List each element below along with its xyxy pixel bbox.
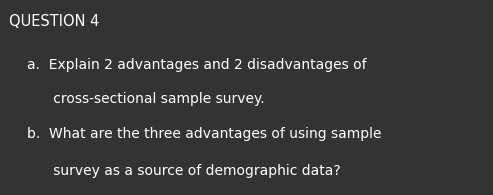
Text: QUESTION 4: QUESTION 4 bbox=[9, 14, 99, 29]
Text: b.  What are the three advantages of using sample: b. What are the three advantages of usin… bbox=[27, 127, 382, 141]
Text: survey as a source of demographic data?: survey as a source of demographic data? bbox=[27, 164, 341, 178]
Text: cross-sectional sample survey.: cross-sectional sample survey. bbox=[27, 92, 265, 106]
Text: a.  Explain 2 advantages and 2 disadvantages of: a. Explain 2 advantages and 2 disadvanta… bbox=[27, 58, 367, 73]
